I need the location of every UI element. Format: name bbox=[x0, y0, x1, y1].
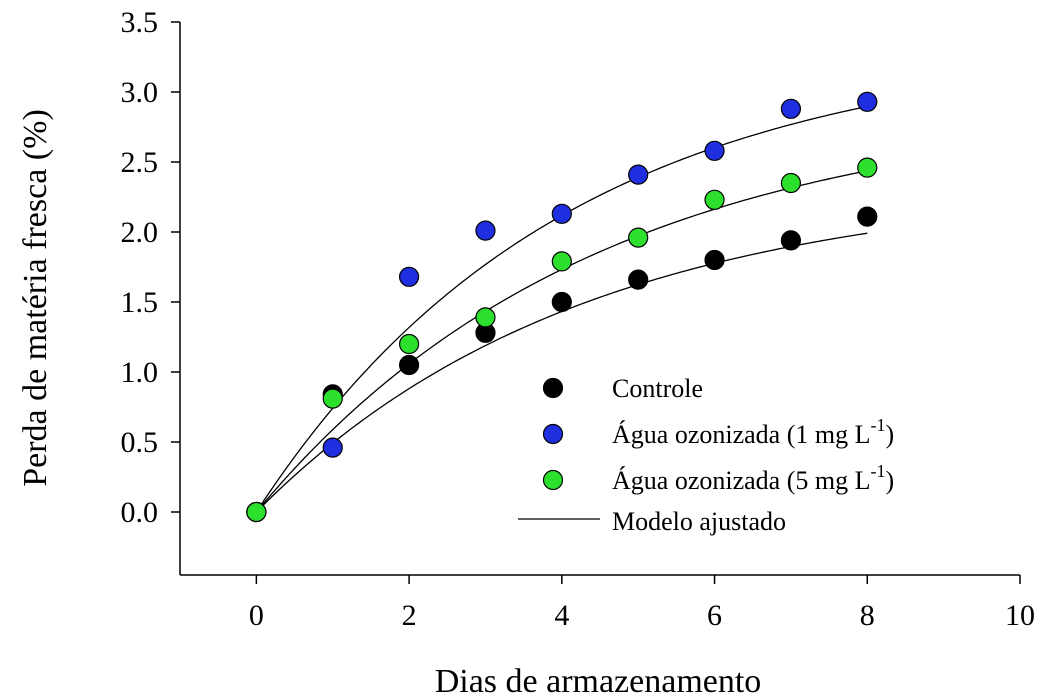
point-series-2 bbox=[475, 220, 496, 241]
point-series-2 bbox=[398, 266, 420, 287]
x-tick-label: 6 bbox=[707, 599, 722, 632]
point-series-1 bbox=[551, 291, 572, 313]
axes: 0.0 0.5 1.0 1.5 2.0 2.5 3.0 3.5 0 2 4 6 8 10 bbox=[121, 6, 1036, 632]
point-series-2 bbox=[628, 164, 649, 185]
legend-label-1: Controle bbox=[612, 374, 703, 403]
point-series-3 bbox=[551, 251, 572, 272]
point-series-1 bbox=[780, 230, 802, 251]
point-series-1 bbox=[628, 269, 649, 290]
x-tick-label: 10 bbox=[1005, 599, 1035, 632]
point-series-3 bbox=[628, 227, 649, 248]
point-series-2 bbox=[322, 437, 343, 458]
point-series-3 bbox=[704, 189, 725, 210]
x-axis-title: Dias de armazenamento bbox=[435, 663, 762, 699]
point-series-2 bbox=[857, 91, 878, 112]
legend-marker-2 bbox=[542, 423, 564, 445]
point-series-1 bbox=[857, 206, 878, 227]
point-series-1 bbox=[704, 249, 725, 271]
point-series-3 bbox=[857, 157, 878, 178]
legend-marker-1 bbox=[542, 377, 564, 399]
point-series-2 bbox=[704, 140, 725, 161]
y-tick-label: 3.0 bbox=[121, 76, 159, 109]
x-tick-label: 2 bbox=[402, 599, 417, 632]
legend-marker-3 bbox=[542, 469, 564, 491]
legend: Controle Água ozonizada (1 mg L-1) Água oz… bbox=[518, 374, 894, 536]
legend-label-2: Água ozonizada (1 mg L-1) bbox=[612, 415, 894, 449]
y-tick-label: 0.0 bbox=[121, 496, 159, 529]
legend-fit-label: Modelo ajustado bbox=[612, 507, 786, 536]
y-tick-label: 0.5 bbox=[121, 426, 159, 459]
point-series-2 bbox=[551, 203, 572, 224]
point-series-3 bbox=[780, 172, 802, 194]
legend-label-3: Água ozonizada (5 mg L-1) bbox=[612, 461, 894, 495]
data-points bbox=[246, 91, 878, 523]
y-axis-title: Perda de matéria fresca (%) bbox=[17, 109, 54, 487]
point-series-2 bbox=[780, 98, 802, 119]
point-series-1 bbox=[398, 354, 420, 376]
x-tick-label: 4 bbox=[554, 599, 569, 632]
y-tick-label: 1.5 bbox=[121, 286, 159, 319]
x-tick-label: 0 bbox=[249, 599, 264, 632]
point-series-3 bbox=[322, 388, 343, 409]
y-tick-label: 2.0 bbox=[121, 216, 159, 249]
x-tick-label: 8 bbox=[860, 599, 875, 632]
point-series-3 bbox=[246, 501, 267, 523]
point-series-3 bbox=[398, 333, 420, 355]
point-series-3 bbox=[475, 307, 496, 328]
y-tick-label: 2.5 bbox=[121, 146, 159, 179]
y-tick-label: 3.5 bbox=[121, 6, 159, 39]
y-tick-label: 1.0 bbox=[121, 356, 159, 389]
